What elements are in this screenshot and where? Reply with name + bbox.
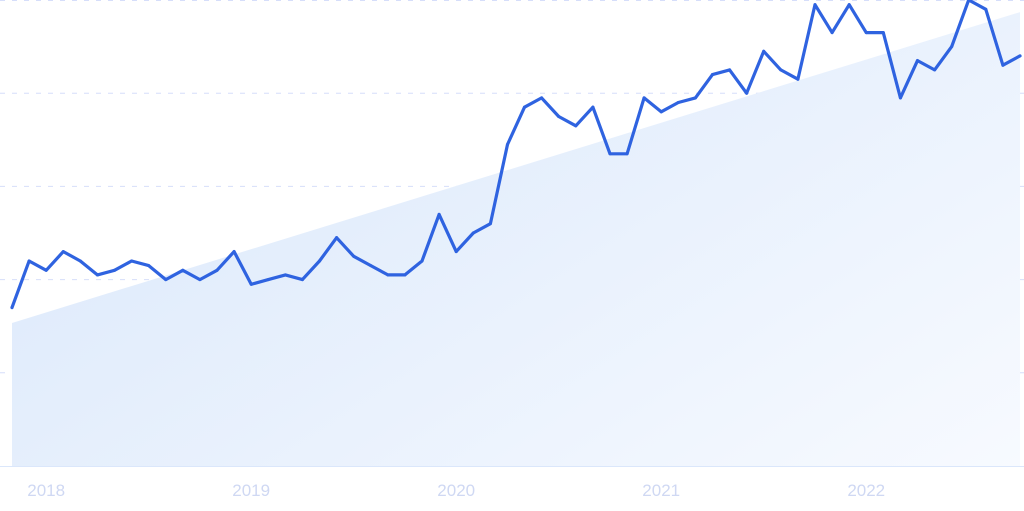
data-point <box>505 142 509 146</box>
series-line <box>10 0 1022 310</box>
data-point <box>813 3 817 7</box>
x-tick-label: 2021 <box>642 481 680 500</box>
data-point <box>335 236 339 240</box>
data-point <box>591 105 595 109</box>
data-point <box>915 59 919 63</box>
data-point <box>198 278 202 282</box>
data-point <box>471 231 475 235</box>
data-point <box>864 31 868 35</box>
data-point <box>386 273 390 277</box>
data-point <box>710 73 714 77</box>
data-point <box>847 3 851 7</box>
data-point <box>437 212 441 216</box>
data-point <box>830 31 834 35</box>
data-point <box>44 268 48 272</box>
data-point <box>164 278 168 282</box>
data-point <box>1018 54 1022 58</box>
data-point <box>898 96 902 100</box>
data-point <box>403 273 407 277</box>
data-point <box>130 259 134 263</box>
data-point <box>642 96 646 100</box>
data-point <box>625 152 629 156</box>
data-point <box>181 268 185 272</box>
data-point <box>27 259 31 263</box>
data-point <box>300 278 304 282</box>
data-point <box>78 259 82 263</box>
x-tick-label: 2022 <box>847 481 885 500</box>
data-point <box>762 49 766 53</box>
data-point <box>728 68 732 72</box>
x-axis-ticks: 2018 2019 2020 2021 2022 <box>27 481 885 500</box>
data-point <box>540 96 544 100</box>
x-tick-label: 2020 <box>437 481 475 500</box>
data-points <box>10 0 1022 310</box>
data-point <box>318 259 322 263</box>
data-point <box>488 222 492 226</box>
data-point <box>61 250 65 254</box>
data-point <box>881 31 885 35</box>
data-point <box>1001 63 1005 67</box>
data-point <box>984 7 988 11</box>
data-point <box>796 77 800 81</box>
x-tick-label: 2019 <box>232 481 270 500</box>
data-point <box>967 0 971 2</box>
data-point <box>249 282 253 286</box>
data-point <box>147 264 151 268</box>
data-point <box>676 101 680 105</box>
x-tick-label: 2018 <box>27 481 65 500</box>
data-point <box>369 264 373 268</box>
data-point <box>95 273 99 277</box>
data-point <box>608 152 612 156</box>
data-point <box>557 115 561 118</box>
data-point <box>933 68 937 72</box>
data-point <box>113 268 117 272</box>
data-point <box>266 278 270 282</box>
data-point <box>420 259 424 263</box>
data-point <box>283 273 287 277</box>
data-point <box>454 250 458 254</box>
data-point <box>745 91 749 95</box>
data-point <box>574 124 578 128</box>
data-point <box>215 268 219 272</box>
data-point <box>10 306 14 310</box>
data-point <box>950 45 954 49</box>
data-point <box>779 68 783 72</box>
data-point <box>693 96 697 100</box>
data-point <box>659 110 663 114</box>
data-point <box>352 254 356 258</box>
trend-area <box>12 12 1020 467</box>
data-point <box>523 105 527 109</box>
data-point <box>232 250 236 254</box>
